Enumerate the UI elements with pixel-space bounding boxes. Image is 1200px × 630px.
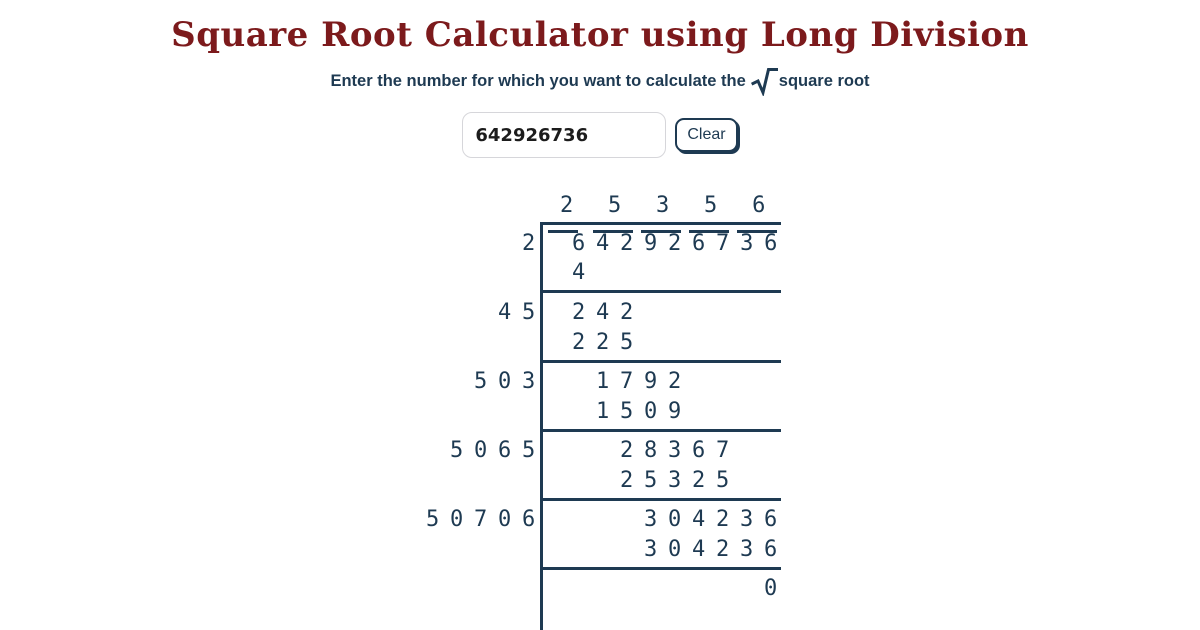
page-title: Square Root Calculator using Long Divisi… bbox=[171, 14, 1029, 55]
quotient-row: 2 5 3 5 6 bbox=[560, 193, 765, 218]
clear-button[interactable]: Clear bbox=[675, 118, 738, 152]
subtract-row: 3 0 4 2 3 6 bbox=[644, 537, 777, 562]
subtract-row: 1 5 0 9 bbox=[596, 399, 681, 424]
subtract-row: 2 5 3 2 5 bbox=[620, 468, 729, 493]
divisor-label: 2 bbox=[521, 231, 535, 256]
bracket-top-line bbox=[540, 222, 781, 225]
pair-overbar bbox=[737, 230, 777, 233]
subtraction-line bbox=[540, 360, 781, 363]
input-row: Clear bbox=[0, 112, 1200, 158]
pair-overbar bbox=[593, 230, 633, 233]
divisor-label: 4 5 bbox=[497, 300, 535, 325]
pair-overbar bbox=[548, 230, 578, 233]
subtract-row: 4 bbox=[572, 260, 585, 285]
radical-icon bbox=[750, 68, 778, 96]
subtraction-line bbox=[540, 498, 781, 501]
work-row: 2 8 3 6 7 bbox=[620, 438, 729, 463]
work-row: 1 7 9 2 bbox=[596, 369, 681, 394]
subtraction-line bbox=[540, 290, 781, 293]
subtraction-line bbox=[540, 567, 781, 570]
subtraction-line bbox=[540, 429, 781, 432]
instruction-suffix: square root bbox=[778, 71, 870, 90]
remainder-value: 0 bbox=[764, 576, 777, 601]
divisor-label: 5 0 6 5 bbox=[449, 438, 535, 463]
pair-overbar bbox=[641, 230, 681, 233]
subtract-row: 2 2 5 bbox=[572, 330, 633, 355]
dividend-row: 6 4 2 9 2 6 7 3 6 bbox=[572, 231, 777, 256]
pair-overbar bbox=[689, 230, 729, 233]
instruction-prefix: Enter the number for which you want to c… bbox=[330, 71, 746, 90]
work-row: 3 0 4 2 3 6 bbox=[644, 507, 777, 532]
number-input[interactable] bbox=[462, 112, 667, 158]
instruction-text: Enter the number for which you want to c… bbox=[0, 66, 1200, 96]
divisor-label: 5 0 3 bbox=[473, 369, 535, 394]
divisor-label: 5 0 7 0 6 bbox=[425, 507, 535, 532]
work-row: 2 4 2 bbox=[572, 300, 633, 325]
bracket-vertical-line bbox=[540, 222, 543, 630]
